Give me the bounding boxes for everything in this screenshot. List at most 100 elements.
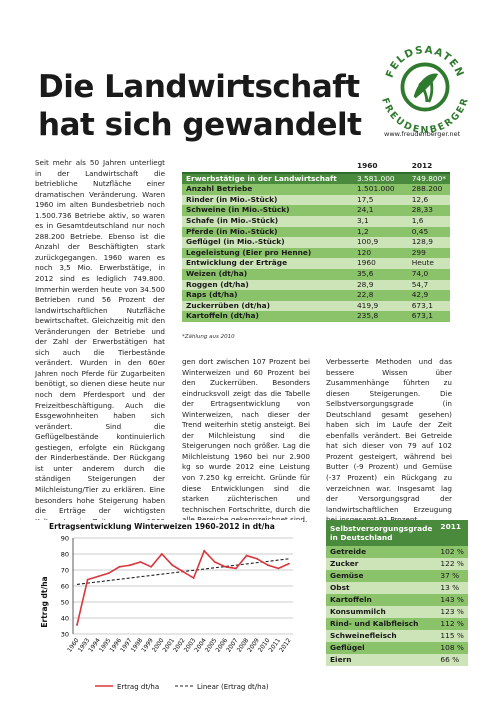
value-1960: 3,1 <box>352 215 408 227</box>
value-2012: 74,0 <box>407 268 450 280</box>
value-2012: 673,1 <box>407 300 450 312</box>
table-row: Weizen (dt/ha) 35,6 74,0 <box>182 268 450 280</box>
value-1960: 1960 <box>352 258 408 269</box>
value-1960: 120 <box>352 247 408 259</box>
table-row: Pferde (in Mio.-Stück) 1,2 0,45 <box>182 226 450 238</box>
data-point <box>107 572 110 575</box>
data-point <box>277 567 280 570</box>
value-2012: 54,7 <box>407 279 450 291</box>
value-1960: 419,9 <box>352 300 408 312</box>
value-1960: 1.501.000 <box>352 184 408 195</box>
row-label: Weizen (dt/ha) <box>182 268 353 280</box>
row-label: Zuckerrüben (dt/ha) <box>182 300 353 312</box>
data-point <box>76 624 78 626</box>
row-label: Legeleistung (Eier pro Henne) <box>182 247 353 259</box>
page-title: Die Landwirtschaft hat sich gewandelt <box>38 68 362 144</box>
row-label: Pferde (in Mio.-Stück) <box>182 226 353 238</box>
value-2012: 673,1 <box>407 311 450 322</box>
product-name: Konsummilch <box>326 606 437 618</box>
row-label: Rinder (in Mio.-Stück) <box>182 194 353 206</box>
body-column-2: gen dort zwischen 107 Prozent bei Winter… <box>182 357 310 524</box>
chart-svg: Ertragsentwicklung Winterweizen 1960-201… <box>40 522 293 691</box>
self-sufficiency-value: 37 % <box>436 570 468 582</box>
data-point <box>245 554 248 557</box>
row-label: Anzahl Betriebe <box>182 184 353 195</box>
body-column-1: Seit mehr als 50 Jahren unterliegt in de… <box>35 158 165 547</box>
value-1960: 235,8 <box>352 311 408 322</box>
value-2012: 128,9 <box>407 237 450 248</box>
self-sufficiency-value: 13 % <box>436 582 468 594</box>
data-point <box>182 570 184 573</box>
table-header-row: Selbstversorgungsgrade in Deutschland 201… <box>326 520 468 546</box>
data-point <box>288 562 290 565</box>
data-point <box>235 567 237 570</box>
data-point <box>171 564 174 567</box>
data-point <box>86 578 89 581</box>
website-url: www.freudenberger.net <box>384 130 461 138</box>
value-1960: 35,6 <box>352 268 408 280</box>
row-label: Raps (dt/ha) <box>182 290 353 301</box>
product-name: Kartoffeln <box>326 594 437 606</box>
table-row: Schweine (in Mio.-Stück) 24,1 28,33 <box>182 205 450 216</box>
table-row: Anzahl Betriebe 1.501.000 288.200 <box>182 184 450 195</box>
table-row: Legeleistung (Eier pro Henne) 120 299 <box>182 247 450 259</box>
value-1960: 3.581.000 <box>352 172 408 185</box>
row-label: Kartoffeln (dt/ha) <box>182 311 353 322</box>
value-2012: 1,6 <box>407 215 450 227</box>
row-label: Entwicklung der Erträge <box>182 258 353 269</box>
data-point <box>192 577 195 579</box>
table-row: Zucker 122 % <box>326 558 468 570</box>
self-sufficiency-value: 122 % <box>436 558 468 570</box>
data-point <box>224 565 227 568</box>
table-row: Gemüse 37 % <box>326 570 468 582</box>
x-tick-label: 2012 <box>278 637 293 654</box>
legend-label-trend: Linear (Ertrag dt/ha) <box>197 683 269 691</box>
row-label: Schweine (in Mio.-Stück) <box>182 205 353 216</box>
table-row: Kartoffeln (dt/ha) 235,8 673,1 <box>182 311 450 322</box>
table-row: Kartoffeln 143 % <box>326 594 468 606</box>
y-tick-label: 60 <box>61 583 69 591</box>
row-label: Roggen (dt/ha) <box>182 279 353 291</box>
product-name: Rind- und Kalbfleisch <box>326 618 437 630</box>
value-2012: 288.200 <box>407 184 450 195</box>
y-tick-label: 80 <box>61 551 69 559</box>
y-tick-label: 30 <box>61 631 69 639</box>
header-label: Selbstversorgungsgrade in Deutschland <box>326 520 437 546</box>
table-row: Zuckerrüben (dt/ha) 419,9 673,1 <box>182 300 450 312</box>
data-point <box>118 565 121 568</box>
feldsaaten-logo: FELDSAATEN FREUDENBERGER <box>379 44 470 134</box>
self-sufficiency-table: Selbstversorgungsgrade in Deutschland 201… <box>326 520 468 666</box>
table-header-cell <box>182 161 353 174</box>
table-row: Konsummilch 123 % <box>326 606 468 618</box>
y-tick-label: 90 <box>61 535 69 543</box>
value-2012: Heute <box>407 258 450 269</box>
product-name: Gemüse <box>326 570 437 582</box>
value-1960: 22,8 <box>352 290 408 301</box>
data-point <box>256 557 259 560</box>
table-row: Geflügel (in Mio.-Stück) 100,9 128,9 <box>182 237 450 248</box>
product-name: Schweinefleisch <box>326 630 437 642</box>
table-row: Raps (dt/ha) 22,8 42,9 <box>182 290 450 301</box>
table-row: Getreide 102 % <box>326 546 468 558</box>
row-label: Geflügel (in Mio.-Stück) <box>182 237 353 248</box>
data-point <box>213 561 216 563</box>
value-2012: 0,45 <box>407 226 450 238</box>
value-2012: 749.800* <box>407 172 450 185</box>
value-2012: 42,9 <box>407 290 450 301</box>
table-row: Rind- und Kalbfleisch 112 % <box>326 618 468 630</box>
table-header-cell: 2012 <box>407 161 450 174</box>
data-point <box>266 564 269 567</box>
y-tick-label: 50 <box>61 599 69 607</box>
value-1960: 1,2 <box>352 226 408 238</box>
self-sufficiency-value: 108 % <box>436 642 468 654</box>
value-1960: 24,1 <box>352 205 408 216</box>
row-label: Erwerbstätige in der Landwirtschaft <box>182 172 353 185</box>
self-sufficiency-value: 123 % <box>436 606 468 618</box>
self-sufficiency-value: 66 % <box>436 654 468 666</box>
legend-label-series: Ertrag dt/ha <box>117 683 159 691</box>
table-row: Roggen (dt/ha) 28,9 54,7 <box>182 279 450 291</box>
table-footnote: *Zählung aus 2010 <box>182 334 235 340</box>
self-sufficiency-value: 115 % <box>436 630 468 642</box>
value-2012: 28,33 <box>407 205 450 216</box>
product-name: Obst <box>326 582 437 594</box>
